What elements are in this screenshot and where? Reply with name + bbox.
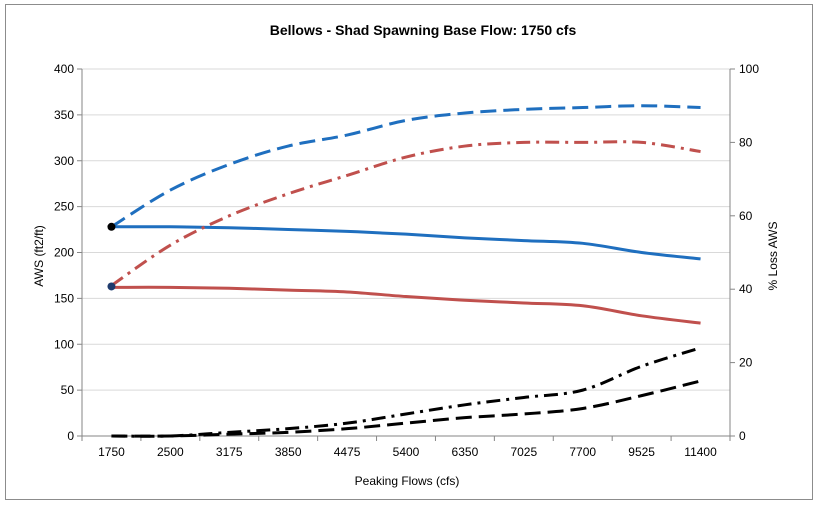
y-tick-label: 150 [54, 291, 74, 305]
y-tick-label: 200 [54, 246, 74, 260]
y-tick-label: 250 [54, 200, 74, 214]
y-tick-label: 400 [54, 62, 74, 76]
x-tick-label: 9525 [628, 445, 655, 459]
y-tick-label: 350 [54, 108, 74, 122]
y-tick-label: 0 [67, 429, 74, 443]
series-line-6 [111, 379, 701, 438]
x-tick-label: 5400 [393, 445, 420, 459]
data-point-marker [107, 282, 116, 291]
x-tick-label: 1750 [98, 445, 125, 459]
x-tick-label: 4475 [334, 445, 361, 459]
y2-tick-label: 80 [739, 135, 753, 149]
series-lines [110, 104, 701, 438]
series-line-2 [111, 285, 701, 325]
y-axis-title: AWS (ft2/ft) [32, 225, 46, 287]
y2-tick-label: 20 [739, 356, 753, 370]
y2-tick-label: 40 [739, 282, 753, 296]
y2-axis-title: % Loss AWS [766, 222, 780, 291]
chart-frame: Bellows - Shad Spawning Base Flow: 1750 … [5, 4, 813, 500]
line-chart: Bellows - Shad Spawning Base Flow: 1750 … [32, 22, 780, 488]
x-tick-label: 3850 [275, 445, 302, 459]
y-tick-label: 100 [54, 337, 74, 351]
x-tick-label: 3175 [216, 445, 243, 459]
y2-tick-label: 60 [739, 209, 753, 223]
x-tick-label: 11400 [684, 445, 717, 459]
x-tick-label: 7025 [510, 445, 537, 459]
y2-tick-label: 100 [739, 62, 759, 76]
y-tick-label: 50 [61, 383, 75, 397]
series-line-4 [110, 140, 701, 287]
x-tick-label: 7700 [569, 445, 596, 459]
data-point-marker [107, 222, 116, 231]
series-line-3 [110, 104, 701, 229]
series-line-1 [111, 225, 701, 261]
x-axis-title: Peaking Flows (cfs) [355, 474, 460, 488]
x-tick-label: 6350 [452, 445, 479, 459]
axes: 0 50 100 150 200 250 300 350 400 0 20 40 60 80 100 1750… [54, 62, 759, 459]
y2-tick-label: 0 [739, 429, 746, 443]
chart-title: Bellows - Shad Spawning Base Flow: 1750 … [270, 22, 577, 38]
y-tick-label: 300 [54, 154, 74, 168]
series-line-5 [111, 346, 701, 438]
data-markers [107, 222, 116, 291]
x-tick-label: 2500 [157, 445, 184, 459]
gridlines [82, 68, 730, 391]
